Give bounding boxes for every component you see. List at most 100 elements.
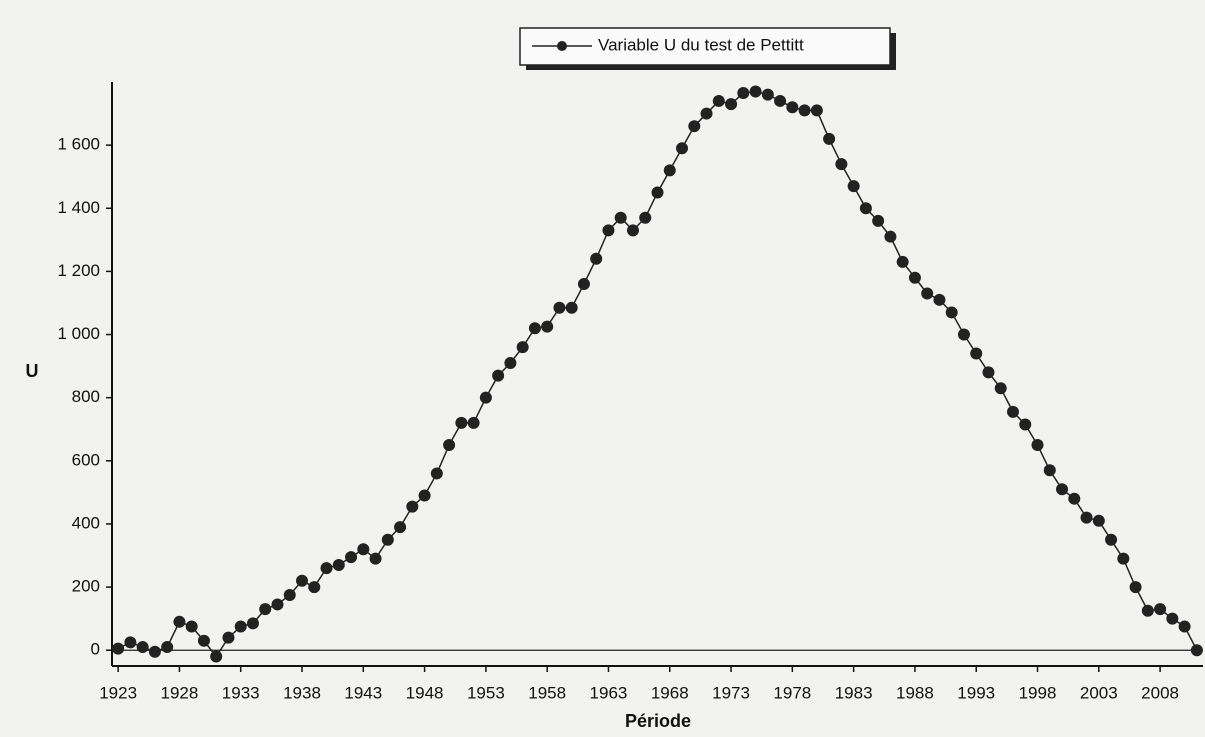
data-point — [749, 85, 762, 98]
data-point — [1080, 511, 1093, 524]
data-point — [651, 186, 664, 199]
data-point — [1068, 492, 1081, 505]
x-tick-label: 2003 — [1080, 683, 1118, 702]
data-point — [1092, 514, 1105, 527]
data-point — [823, 132, 836, 145]
data-point — [528, 322, 541, 335]
data-point — [246, 617, 259, 630]
x-tick-label: 1958 — [528, 683, 566, 702]
x-tick-label: 2008 — [1141, 683, 1179, 702]
legend-marker — [557, 41, 567, 51]
data-point — [418, 489, 431, 502]
data-point — [970, 347, 983, 360]
data-point — [626, 224, 639, 237]
y-tick-label: 400 — [72, 513, 100, 532]
data-point — [1117, 552, 1130, 565]
x-tick-label: 1928 — [161, 683, 199, 702]
x-tick-label: 1923 — [99, 683, 137, 702]
data-point — [712, 94, 725, 107]
data-point — [148, 645, 161, 658]
x-tick-label: 1943 — [344, 683, 382, 702]
data-point — [859, 202, 872, 215]
data-point — [332, 558, 345, 571]
x-tick-label: 1983 — [835, 683, 873, 702]
x-tick-label: 1953 — [467, 683, 505, 702]
data-point — [124, 636, 137, 649]
x-tick-label: 1978 — [773, 683, 811, 702]
x-tick-label: 1968 — [651, 683, 689, 702]
x-tick-label: 1948 — [406, 683, 444, 702]
x-tick-label: 1938 — [283, 683, 321, 702]
data-point — [994, 382, 1007, 395]
y-tick-label: 600 — [72, 450, 100, 469]
data-point — [945, 306, 958, 319]
data-point — [210, 650, 223, 663]
data-point — [737, 87, 750, 100]
data-point — [1006, 405, 1019, 418]
data-point — [259, 603, 272, 616]
data-point — [553, 301, 566, 314]
data-point — [921, 287, 934, 300]
x-tick-label: 1998 — [1019, 683, 1057, 702]
data-point — [1190, 644, 1203, 657]
data-point — [1019, 418, 1032, 431]
x-tick-label: 1993 — [957, 683, 995, 702]
x-tick-label: 1963 — [590, 683, 628, 702]
data-point — [430, 467, 443, 480]
data-point — [835, 158, 848, 171]
data-point — [896, 255, 909, 268]
x-tick-label: 1973 — [712, 683, 750, 702]
data-point — [565, 301, 578, 314]
data-point — [1056, 483, 1069, 496]
data-point — [222, 631, 235, 644]
data-point — [406, 500, 419, 513]
data-point — [577, 278, 590, 291]
data-point — [957, 328, 970, 341]
data-point — [602, 224, 615, 237]
data-point — [296, 574, 309, 587]
y-tick-label: 200 — [72, 577, 100, 596]
data-point — [136, 641, 149, 654]
legend-label: Variable U du test de Pettitt — [598, 35, 804, 54]
data-point — [761, 88, 774, 101]
data-point — [234, 620, 247, 633]
data-point — [798, 104, 811, 117]
y-tick-label: 0 — [91, 640, 100, 659]
data-point — [492, 369, 505, 382]
data-point — [479, 391, 492, 404]
data-point — [614, 211, 627, 224]
y-tick-label: 1 600 — [57, 135, 100, 154]
y-tick-label: 800 — [72, 387, 100, 406]
data-point — [933, 293, 946, 306]
data-point — [663, 164, 676, 177]
data-point — [173, 615, 186, 628]
data-point — [725, 98, 738, 111]
data-point — [308, 581, 321, 594]
data-point — [884, 230, 897, 243]
data-point — [1154, 603, 1167, 616]
data-point — [197, 634, 210, 647]
data-point — [1141, 604, 1154, 617]
x-tick-label: 1988 — [896, 683, 934, 702]
y-tick-label: 1 400 — [57, 198, 100, 217]
data-point — [320, 562, 333, 575]
data-point — [345, 551, 358, 564]
data-point — [185, 620, 198, 633]
data-point — [112, 642, 125, 655]
data-point — [1178, 620, 1191, 633]
data-point — [504, 356, 517, 369]
data-point — [847, 180, 860, 193]
data-point — [455, 416, 468, 429]
data-point — [1031, 439, 1044, 452]
data-point — [161, 641, 174, 654]
data-point — [810, 104, 823, 117]
data-point — [688, 120, 701, 133]
data-point — [676, 142, 689, 155]
data-point — [443, 439, 456, 452]
data-point — [908, 271, 921, 284]
data-point — [381, 533, 394, 546]
x-tick-label: 1933 — [222, 683, 260, 702]
data-point — [1129, 581, 1142, 594]
